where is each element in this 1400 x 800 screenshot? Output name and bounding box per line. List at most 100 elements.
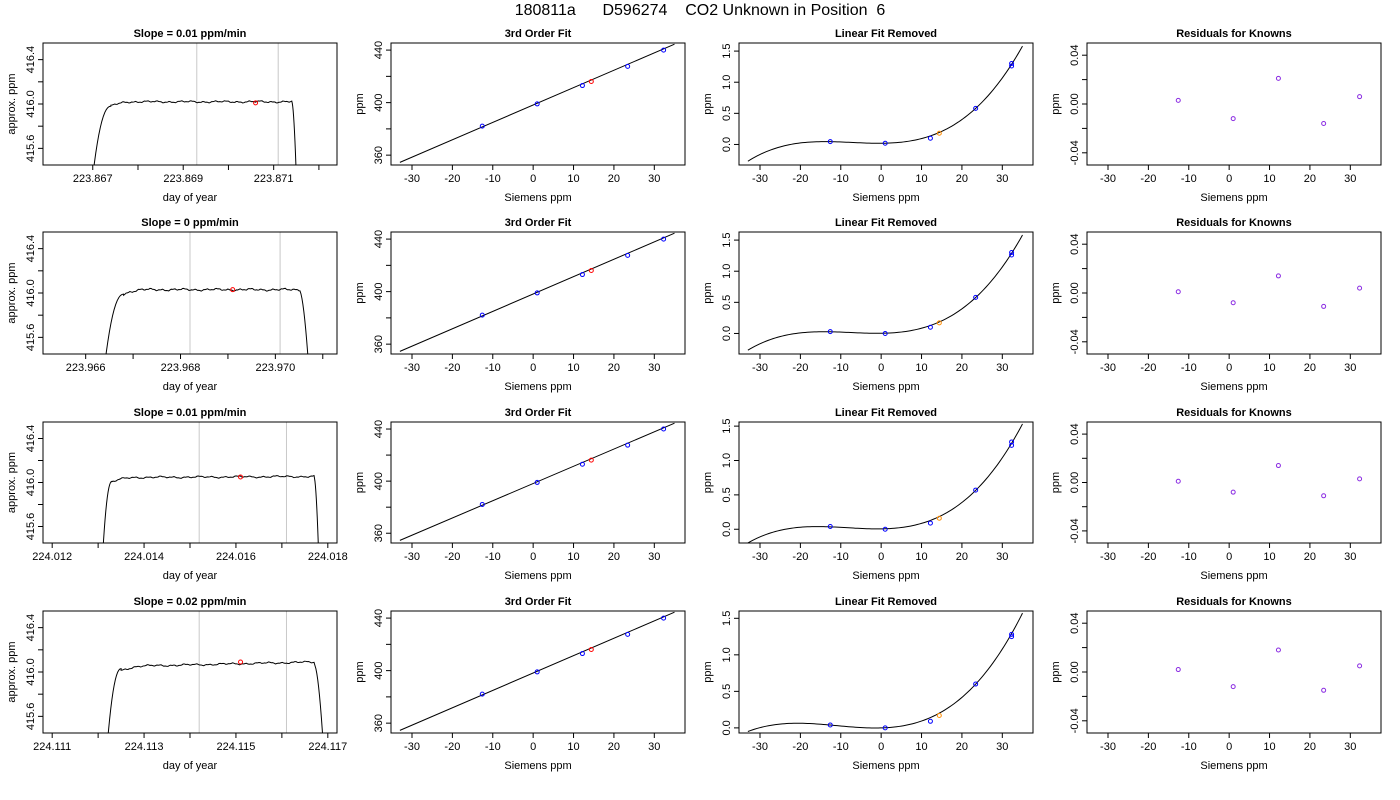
plot-frame — [42, 610, 338, 734]
x-axis-label: Siemens ppm — [504, 192, 571, 204]
fit-line — [399, 43, 675, 163]
x-tick-label: 223.869 — [163, 173, 203, 185]
y-tick-label: 1.5 — [721, 418, 733, 433]
x-tick-label: 30 — [1344, 741, 1356, 753]
x-tick-label: -30 — [1100, 551, 1116, 563]
x-tick-label: 10 — [1263, 741, 1275, 753]
x-tick-label: 20 — [956, 551, 968, 563]
known-point — [661, 236, 667, 242]
unknown-point — [936, 130, 942, 136]
x-tick-label: -10 — [1181, 173, 1197, 185]
known-point — [1009, 61, 1015, 67]
subplot-4-3: Linear Fit Removed -30 -20 -10 0 10 20 30 0.0 0.5… — [702, 596, 1034, 772]
known-point — [927, 520, 933, 526]
plot-area — [747, 612, 1023, 732]
plot-frame — [390, 42, 686, 166]
y-tick-label: 415.6 — [25, 513, 37, 541]
x-tick-label: 0 — [530, 551, 536, 563]
x-tick-label: -30 — [404, 741, 420, 753]
plot-area — [399, 611, 675, 731]
known-point — [1275, 75, 1281, 81]
y-tick-label: 0.5 — [721, 106, 733, 121]
known-point — [1009, 634, 1015, 640]
y-tick-label: 0.5 — [721, 295, 733, 310]
x-tick-label: 10 — [1263, 362, 1275, 374]
cubic-curve — [747, 423, 1023, 543]
known-point — [1230, 489, 1236, 495]
known-point — [479, 123, 485, 129]
known-point — [579, 651, 585, 657]
x-axis-label: Siemens ppm — [852, 570, 919, 582]
x-tick-label: -10 — [833, 362, 849, 374]
known-point — [1321, 687, 1327, 693]
x-axis-label: Siemens ppm — [504, 570, 571, 582]
x-tick-label: 10 — [567, 362, 579, 374]
x-tick-label: 30 — [1344, 551, 1356, 563]
known-point — [1357, 476, 1363, 482]
x-tick-label: 10 — [567, 173, 579, 185]
x-axis-label: day of year — [163, 570, 218, 582]
y-tick-label: 360 — [373, 335, 385, 353]
known-point — [1357, 285, 1363, 291]
panel-title: Residuals for Knowns — [1176, 596, 1292, 608]
plot-frame — [390, 421, 686, 544]
panel-title: Linear Fit Removed — [835, 596, 937, 608]
x-tick-label: 10 — [915, 741, 927, 753]
subplot-3-4: Residuals for Knowns -30 -20 -10 0 10 20 30 -0.0… — [1050, 407, 1382, 582]
y-tick-label: 416.0 — [25, 658, 37, 686]
known-point — [1175, 97, 1181, 103]
known-point — [1009, 439, 1015, 445]
known-point — [661, 47, 667, 53]
known-point — [1275, 463, 1281, 469]
y-tick-label: 415.6 — [25, 135, 37, 163]
x-tick-label: 0 — [1226, 173, 1232, 185]
y-tick-label: 415.6 — [25, 703, 37, 731]
y-tick-label: 416.4 — [25, 46, 37, 74]
known-point — [882, 725, 888, 731]
plot-area — [105, 232, 309, 354]
fit-line — [399, 422, 675, 541]
x-axis-label: day of year — [163, 760, 218, 772]
y-tick-label: 416.4 — [25, 614, 37, 642]
x-tick-label: -30 — [752, 551, 768, 563]
x-tick-label: 0 — [530, 362, 536, 374]
x-tick-label: 224.117 — [308, 741, 347, 753]
y-tick-label: 0.0 — [721, 137, 733, 152]
x-tick-label: 30 — [996, 551, 1008, 563]
y-tick-label: 1.5 — [721, 232, 733, 247]
y-axis-label: ppm — [354, 661, 366, 682]
unknown-marker — [253, 100, 259, 106]
x-tick-label: -10 — [485, 362, 501, 374]
x-axis-label: day of year — [163, 381, 218, 393]
panel-title: 3rd Order Fit — [505, 28, 572, 40]
y-tick-label: 0.0 — [721, 522, 733, 537]
x-tick-label: -10 — [485, 551, 501, 563]
y-tick-label: 0.00 — [1069, 661, 1081, 682]
plot-frame — [390, 231, 686, 355]
known-point — [579, 83, 585, 89]
subplot-2-1: Slope = 0 ppm/min 223.966 223.968 223.970 41… — [6, 217, 338, 393]
subplot-1-1: Slope = 0.01 ppm/min 223.867 223.869 223.87… — [6, 28, 338, 204]
x-tick-label: -10 — [1181, 362, 1197, 374]
plot-frame — [42, 231, 338, 355]
known-point — [1175, 667, 1181, 673]
known-point — [1357, 663, 1363, 669]
x-tick-label: -20 — [792, 173, 808, 185]
known-point — [1230, 684, 1236, 690]
signal-trace — [105, 287, 309, 354]
y-tick-label: 1.5 — [721, 43, 733, 58]
x-tick-label: 10 — [915, 362, 927, 374]
x-tick-label: -10 — [833, 741, 849, 753]
plot-frame — [738, 421, 1034, 544]
cubic-curve — [747, 45, 1023, 162]
known-point — [534, 290, 540, 296]
plot-area — [399, 43, 675, 163]
known-point — [1321, 493, 1327, 499]
known-point — [1321, 121, 1327, 127]
known-point — [882, 330, 888, 336]
x-tick-label: -30 — [404, 362, 420, 374]
signal-trace — [107, 660, 323, 733]
y-tick-label: 400 — [373, 472, 385, 490]
x-tick-label: 20 — [956, 362, 968, 374]
known-point — [882, 140, 888, 146]
